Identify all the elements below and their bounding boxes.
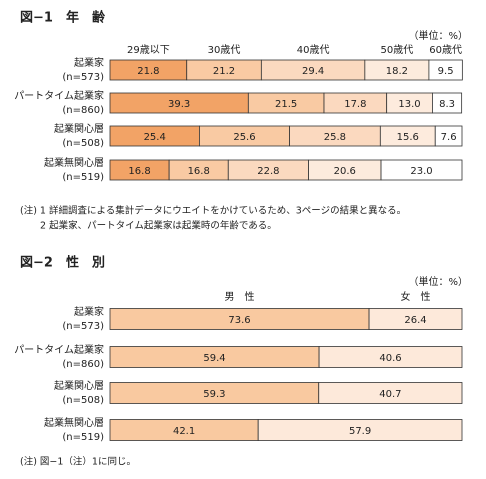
sample-size: (n=860) xyxy=(62,105,104,116)
value-label: 59.4 xyxy=(203,353,225,364)
bar-segment xyxy=(257,419,463,441)
value-label: 40.7 xyxy=(379,389,401,400)
unit-label: （単位：%） xyxy=(408,29,468,42)
value-label: 39.3 xyxy=(168,99,190,110)
value-label: 73.6 xyxy=(228,315,250,326)
value-label: 17.8 xyxy=(344,99,366,110)
value-label: 21.5 xyxy=(275,99,297,110)
bar-segment xyxy=(368,308,463,330)
value-label: 9.5 xyxy=(438,66,454,77)
note: (注) 図−1（注）1に同じ。 xyxy=(20,456,136,468)
legend-label: 男 性 xyxy=(225,290,255,303)
value-label: 18.2 xyxy=(386,66,408,77)
legend-label: 女 性 xyxy=(401,290,431,303)
sample-size: (n=573) xyxy=(62,72,104,83)
value-label: 23.0 xyxy=(410,166,432,177)
bar-segment xyxy=(318,346,463,368)
category-label: パートタイム起業家 xyxy=(14,343,104,356)
value-label: 26.4 xyxy=(404,315,426,326)
legend-label: 50歳代 xyxy=(381,44,414,56)
category-label: 起業無関心層 xyxy=(44,156,104,169)
value-label: 25.8 xyxy=(324,132,346,143)
value-label: 57.9 xyxy=(349,426,371,437)
value-label: 25.6 xyxy=(233,132,255,143)
category-label: 起業関心層 xyxy=(54,122,104,135)
value-label: 15.6 xyxy=(397,132,419,143)
note: 2 起業家、パートタイム起業家は起業時の年齢である。 xyxy=(40,220,277,232)
unit-label: （単位：%） xyxy=(408,275,468,288)
sample-size: (n=860) xyxy=(62,359,104,370)
value-label: 20.6 xyxy=(334,166,356,177)
value-label: 16.8 xyxy=(128,166,150,177)
value-label: 13.0 xyxy=(398,99,420,110)
category-label: 起業無関心層 xyxy=(44,416,104,429)
legend-label: 29歳以下 xyxy=(127,44,170,56)
value-label: 29.4 xyxy=(302,66,324,77)
sample-size: (n=508) xyxy=(62,395,104,406)
value-label: 8.3 xyxy=(439,99,455,110)
category-label: 起業関心層 xyxy=(54,379,104,392)
value-label: 40.6 xyxy=(379,353,401,364)
value-label: 42.1 xyxy=(173,426,195,437)
legend-label: 60歳代 xyxy=(429,44,462,56)
sample-size: (n=573) xyxy=(62,321,104,332)
value-label: 25.4 xyxy=(144,132,166,143)
note: (注) 1 詳細調査による集計データにウエイトをかけているため、3ページの結果と… xyxy=(20,205,406,217)
category-label: 起業家 xyxy=(74,305,104,318)
sample-size: (n=519) xyxy=(62,172,104,183)
value-label: 59.3 xyxy=(203,389,225,400)
chart-title: 図−2 性 別 xyxy=(20,255,105,271)
category-label: 起業家 xyxy=(74,56,104,69)
value-label: 21.2 xyxy=(213,66,235,77)
legend-label: 40歳代 xyxy=(297,44,330,56)
bar-segment xyxy=(428,59,463,81)
bar-segment xyxy=(380,159,463,181)
sample-size: (n=508) xyxy=(62,138,104,149)
value-label: 7.6 xyxy=(441,132,457,143)
sample-size: (n=519) xyxy=(62,432,104,443)
value-label: 16.8 xyxy=(188,166,210,177)
bar-segment xyxy=(434,125,463,147)
category-label: パートタイム起業家 xyxy=(14,89,104,102)
value-label: 21.8 xyxy=(137,66,159,77)
chart-title: 図−1 年 齢 xyxy=(20,10,106,26)
bar-segment xyxy=(432,92,463,114)
legend-label: 30歳代 xyxy=(208,44,241,56)
bar-segment xyxy=(318,382,463,404)
value-label: 22.8 xyxy=(257,166,279,177)
